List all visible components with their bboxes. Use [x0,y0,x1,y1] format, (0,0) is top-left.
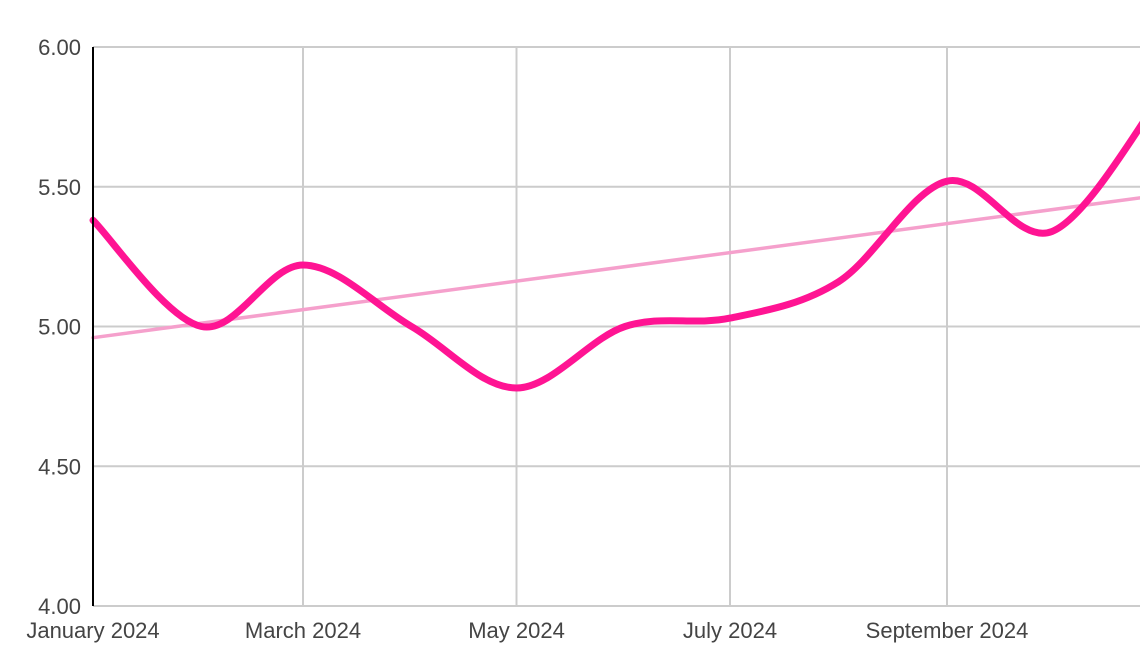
series-line [89,120,1140,392]
x-tick-label: March 2024 [245,618,361,643]
x-tick-label: January 2024 [26,618,159,643]
y-tick-label: 6.00 [38,35,81,60]
x-tick-label: July 2024 [683,618,777,643]
y-axis-labels: 6.00 5.50 5.00 4.50 4.00 [38,35,81,619]
trendline-layer [91,196,1140,340]
y-tick-label: 5.50 [38,175,81,200]
x-axis-labels: January 2024 March 2024 May 2024 July 2024 S… [26,618,1028,643]
y-tick-label: 4.50 [38,454,81,479]
series-layer [89,120,1140,392]
y-tick-label: 5.00 [38,315,81,340]
x-tick-label: September 2024 [866,618,1029,643]
x-tick-label: May 2024 [468,618,565,643]
trendline [91,196,1140,340]
y-tick-label: 4.00 [38,594,81,619]
